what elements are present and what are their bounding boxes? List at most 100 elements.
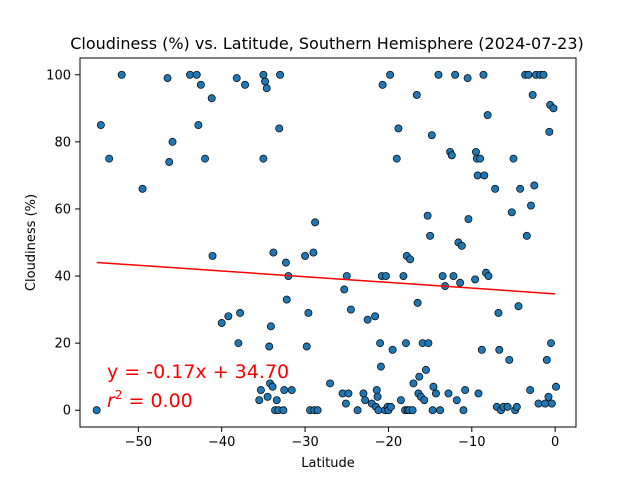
scatter-point xyxy=(428,406,437,415)
scatter-point xyxy=(266,322,275,331)
scatter-point xyxy=(363,315,372,324)
scatter-point xyxy=(386,70,395,79)
scatter-point xyxy=(381,272,390,280)
scatter-point xyxy=(449,272,458,280)
scatter-point xyxy=(282,295,291,304)
scatter-point xyxy=(105,154,114,163)
scatter-point xyxy=(287,386,296,395)
scatter-point xyxy=(484,272,493,280)
regression-equation: y = -0.17x + 34.70 xyxy=(107,361,289,383)
scatter-point xyxy=(415,372,424,381)
scatter-point xyxy=(545,127,554,136)
scatter-point xyxy=(457,241,466,250)
scatter-point xyxy=(261,77,270,86)
scatter-point xyxy=(340,285,349,294)
scatter-point xyxy=(524,70,533,79)
scatter-point xyxy=(241,80,250,89)
scatter-point xyxy=(344,389,353,398)
scatter-point xyxy=(272,396,281,405)
scatter-point xyxy=(265,342,274,351)
scatter-point xyxy=(472,147,480,156)
x-tick-label: −20 xyxy=(375,435,402,450)
scatter-point xyxy=(451,70,460,79)
scatter-point xyxy=(236,309,244,317)
scatter-point xyxy=(434,70,443,79)
scatter-point xyxy=(255,396,264,405)
x-tick-label: −40 xyxy=(208,435,235,450)
x-axis: −50 −40 −30 −20 −10 0 xyxy=(125,427,559,450)
scatter-point xyxy=(117,70,126,79)
scatter-point xyxy=(373,392,382,401)
scatter-point xyxy=(527,201,535,210)
scatter-point xyxy=(423,211,432,220)
x-axis-label: Latitude xyxy=(301,456,355,471)
scatter-point xyxy=(542,355,551,364)
y-tick-label: 100 xyxy=(46,68,71,83)
scatter-point xyxy=(477,345,486,354)
scatter-point xyxy=(399,272,408,280)
y-axis-label: Cloudiness (%) xyxy=(24,194,39,291)
scatter-point xyxy=(456,278,465,287)
scatter-point xyxy=(514,302,523,311)
scatter-point xyxy=(194,121,203,130)
scatter-point xyxy=(279,406,288,415)
scatter-point xyxy=(422,366,430,374)
scatter-point xyxy=(547,399,556,408)
y-axis: 0 20 40 60 80 100 xyxy=(46,68,80,419)
scatter-point xyxy=(304,309,313,317)
scatter-point xyxy=(386,402,395,411)
scatter-point xyxy=(378,80,387,89)
scatter-point xyxy=(268,382,277,391)
scatter-point xyxy=(436,406,445,415)
scatter-point xyxy=(280,386,289,395)
x-tick-label: −10 xyxy=(458,435,485,450)
scatter-point xyxy=(479,70,488,79)
scatter-point xyxy=(341,399,350,408)
scatter-point xyxy=(438,272,447,280)
scatter-point xyxy=(503,402,512,411)
scatter-point xyxy=(447,151,456,160)
scatter-point xyxy=(552,382,560,391)
scatter-point xyxy=(376,339,385,348)
scatter-point xyxy=(408,406,417,415)
scatter-point xyxy=(426,231,435,240)
scatter-point xyxy=(263,392,272,401)
scatter-point xyxy=(396,396,405,405)
scatter-point xyxy=(301,251,310,260)
scatter-point xyxy=(495,345,504,354)
scatter-point xyxy=(207,94,216,103)
scatter-point xyxy=(512,402,521,411)
x-tick-label: −30 xyxy=(291,435,318,450)
scatter-point xyxy=(424,339,433,348)
scatter-point xyxy=(401,339,410,348)
scatter-point xyxy=(208,251,217,260)
scatter-point xyxy=(269,248,278,257)
scatter-point xyxy=(544,392,553,401)
scatter-point xyxy=(192,70,201,79)
scatter-point xyxy=(409,379,418,388)
scatter-point xyxy=(275,124,284,133)
scatter-point xyxy=(491,184,500,193)
scatter-point xyxy=(476,154,485,163)
scatter-point xyxy=(471,275,480,284)
scatter-point xyxy=(353,406,362,415)
scatter-point xyxy=(474,389,483,398)
scatter-point xyxy=(262,84,271,93)
scatter-point xyxy=(138,184,147,193)
scatter-point xyxy=(259,70,268,79)
scatter-point xyxy=(461,386,470,395)
scatter-point xyxy=(444,389,453,398)
scatter-point xyxy=(92,406,101,415)
scatter-point xyxy=(522,231,531,240)
y-tick-label: 80 xyxy=(54,135,71,150)
scatter-point xyxy=(346,305,355,314)
scatter-point xyxy=(528,90,537,99)
regression-line xyxy=(96,261,556,295)
scatter-point xyxy=(392,154,401,163)
scatter-point xyxy=(388,345,397,354)
scatter-point xyxy=(234,339,243,348)
scatter-point xyxy=(516,184,525,193)
scatter-point xyxy=(196,80,205,89)
scatter-point xyxy=(459,406,468,415)
